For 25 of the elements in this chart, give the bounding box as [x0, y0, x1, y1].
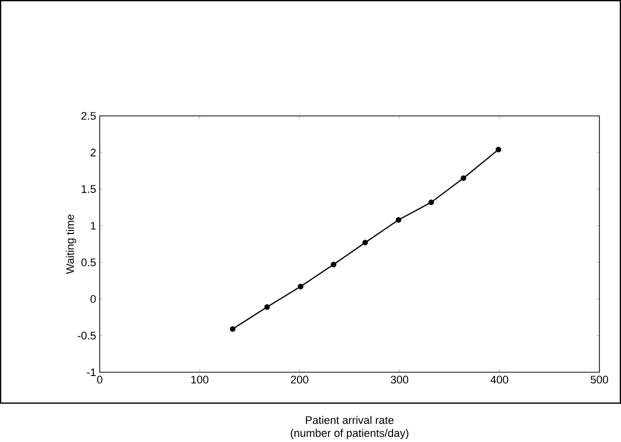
y-tick-label: -0.5: [78, 332, 96, 340]
x-tick-label: 400: [490, 376, 508, 384]
x-axis-title: Patient arrival rate (number of patients/day): [290, 416, 408, 439]
y-tick-label: 2.5: [82, 112, 96, 120]
point: [330, 262, 336, 268]
x-tick-label: 500: [590, 376, 608, 384]
point: [496, 146, 502, 152]
point: [298, 284, 304, 290]
y-tick-label: 0: [90, 294, 96, 303]
point: [428, 199, 434, 205]
y-axis-title: Waiting time: [66, 214, 76, 274]
x-tick-label: 200: [290, 376, 308, 384]
y-tick-label: 0.5: [81, 258, 96, 266]
y-tick-label: 1.5: [82, 185, 96, 193]
x-tick-label: 0: [97, 376, 102, 384]
y-tick-label: 1: [90, 222, 96, 230]
point: [264, 304, 270, 310]
x-tick-label: 100: [191, 376, 208, 384]
point: [362, 240, 368, 246]
y-tick-label: -1: [86, 368, 96, 376]
point: [230, 326, 236, 332]
point: [460, 175, 466, 181]
y-tick-label: 2: [90, 148, 96, 156]
x-tick-label: 300: [390, 376, 408, 384]
point: [396, 216, 402, 222]
